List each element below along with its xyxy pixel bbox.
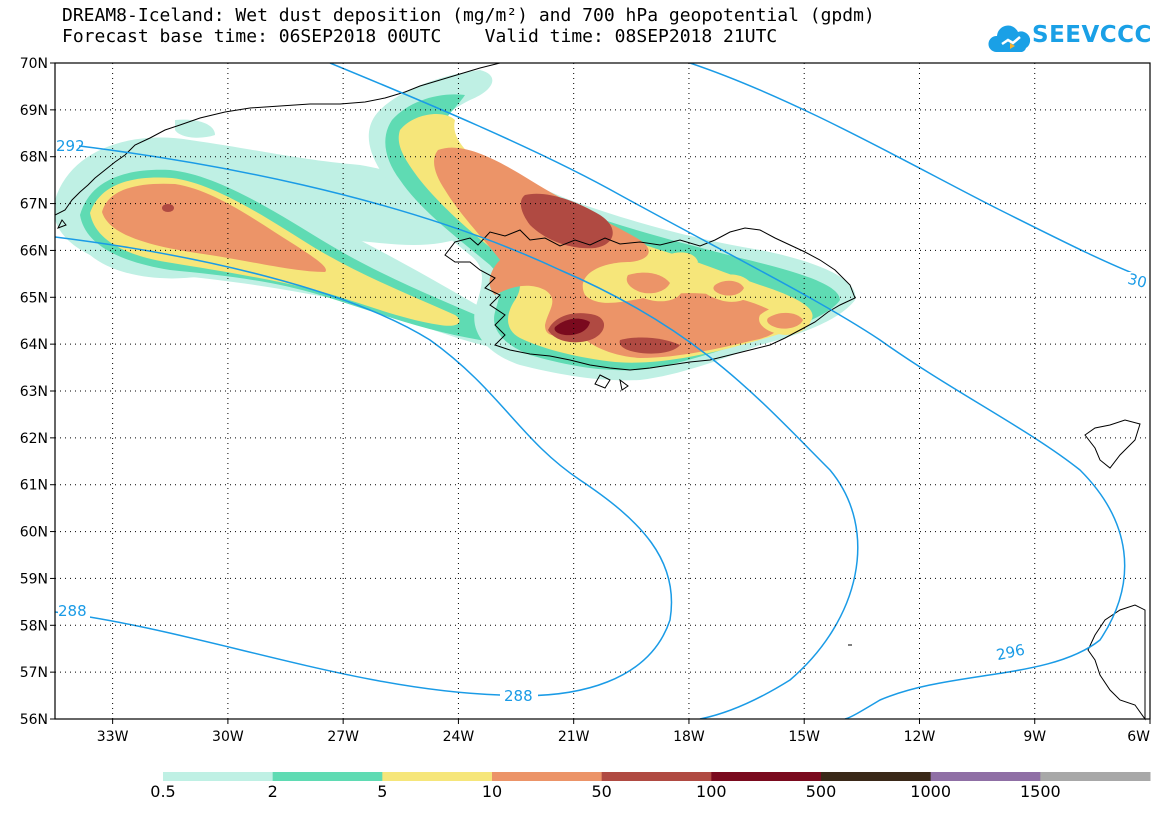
legend-swatch (930, 772, 1041, 781)
lat-label: 68N (20, 150, 48, 166)
legend-swatch (272, 772, 383, 781)
legend-swatch (601, 772, 712, 781)
contour-label: 288 (58, 602, 87, 620)
lat-label: 56N (20, 712, 48, 728)
lon-label: 9W (1023, 729, 1046, 745)
lat-label: 62N (20, 431, 48, 447)
lat-label: 70N (20, 56, 48, 72)
longitude-labels: 33W 30W 27W 24W 21W 18W 15W 12W 9W 6W (97, 719, 1151, 745)
lon-label: 6W (1127, 729, 1150, 745)
map-subtitle: Forecast base time: 06SEP2018 00UTC Vali… (62, 26, 778, 47)
seevccc-logo: SEEVCCC (988, 18, 1151, 58)
lon-label: 27W (327, 729, 359, 745)
legend-label: 1000 (910, 782, 952, 801)
legend-label: 10 (481, 782, 503, 801)
cloud-icon (988, 25, 1031, 52)
legend-swatch (711, 772, 822, 781)
contour-label: 288 (504, 687, 533, 705)
lon-label: 33W (97, 729, 129, 745)
contour-labels: 292 288 288 296 30 (55, 137, 1150, 705)
lat-label: 66N (20, 243, 48, 259)
logo-text: SEEVCCC (1032, 22, 1152, 48)
legend-label: 500 (805, 782, 837, 801)
legend-label: 5 (377, 782, 388, 801)
lon-label: 18W (673, 729, 705, 745)
color-legend (163, 772, 1151, 781)
legend-label: 100 (696, 782, 727, 801)
legend-swatch (1040, 772, 1151, 781)
lat-label: 57N (20, 665, 48, 681)
lat-label: 63N (20, 384, 48, 400)
lat-label: 69N (20, 103, 48, 119)
lat-label: 65N (20, 290, 48, 306)
lon-label: 15W (788, 729, 820, 745)
legend-swatch (821, 772, 932, 781)
lat-label: 58N (20, 618, 48, 634)
greenland-coastline (55, 63, 501, 229)
contour-label: 30 (1126, 270, 1149, 292)
lon-label: 12W (904, 729, 936, 745)
lat-label: 60N (20, 525, 48, 541)
map-title: DREAM8-Iceland: Wet dust deposition (mg/… (62, 5, 875, 26)
coastline (444, 227, 856, 391)
scotland-coastline (848, 419, 1146, 721)
latitude-labels: 70N 69N 68N 67N 66N 65N 64N 63N 62N 61N 60N 59N 58N 5… (20, 56, 55, 728)
lat-label: 67N (20, 197, 48, 213)
legend-label: 50 (591, 782, 612, 801)
lon-label: 21W (558, 729, 590, 745)
lon-label: 30W (212, 729, 244, 745)
legend-label: 0.5 (150, 782, 176, 801)
lat-label: 64N (20, 337, 48, 353)
contour-label: 296 (995, 641, 1027, 665)
dust-deposition-field (55, 70, 856, 381)
lon-label: 24W (443, 729, 475, 745)
lat-label: 61N (20, 478, 48, 494)
geopotential-contours (55, 63, 1150, 719)
contour-label: 292 (56, 137, 85, 155)
legend-swatch (492, 772, 603, 781)
legend-swatch (382, 772, 493, 781)
legend-swatch (163, 772, 274, 781)
lat-label: 59N (20, 571, 48, 587)
legend-label: 2 (267, 782, 278, 801)
legend-label: 1500 (1019, 782, 1061, 801)
